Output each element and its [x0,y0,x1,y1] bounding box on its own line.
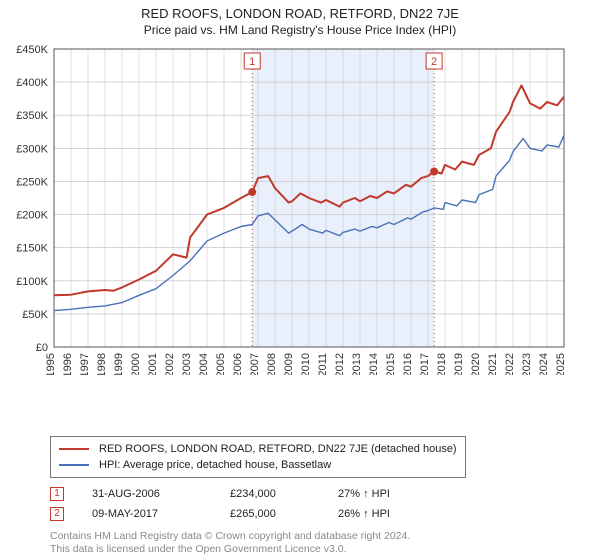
y-tick-label: £400K [16,77,48,89]
x-tick-label: 1995 [45,353,57,375]
x-tick-label: 2011 [317,353,329,375]
footer-line2: This data is licensed under the Open Gov… [50,543,590,556]
x-tick-label: 2008 [266,353,278,375]
sale-marker: 1 [50,487,64,501]
chart-area: £0 £50K £100K £150K £200K £250K £300K £350K £400… [10,45,590,428]
legend-label: HPI: Average price, detached house, Bass… [99,457,331,473]
y-tick-label: £450K [16,45,48,56]
x-tick-label: 2021 [487,353,499,375]
x-tick-label: 2013 [351,353,363,375]
x-tick-label: 2015 [385,353,397,375]
x-tick-label: 2020 [470,353,482,375]
x-tick-label: 2003 [181,353,193,375]
sale-diff: 26% ↑ HPI [338,504,448,524]
x-tick-label: 2006 [232,353,244,375]
x-tick-label: 2007 [249,353,261,375]
legend-swatch [59,448,89,450]
x-tick-label: 1997 [79,353,91,375]
y-tick-label: £50K [22,309,48,321]
legend-swatch [59,464,89,466]
x-tick-label: 2022 [504,353,516,375]
y-tick-label: £100K [16,276,48,288]
sales-row: 1 31-AUG-2006 £234,000 27% ↑ HPI [50,484,590,504]
y-tick-label: £150K [16,243,48,255]
x-tick-label: 2019 [453,353,465,375]
y-tick-label: £250K [16,176,48,188]
chart-title: RED ROOFS, LONDON ROAD, RETFORD, DN22 7J… [10,6,590,21]
marker-dot [430,168,438,176]
chart-subtitle: Price paid vs. HM Land Registry's House … [10,23,590,37]
legend-box: RED ROOFS, LONDON ROAD, RETFORD, DN22 7J… [50,436,466,478]
x-tick-label: 2023 [521,353,533,375]
sale-date: 31-AUG-2006 [92,484,202,504]
sales-row: 2 09-MAY-2017 £265,000 26% ↑ HPI [50,504,590,524]
sales-table: 1 31-AUG-2006 £234,000 27% ↑ HPI 2 09-MAY-201… [50,484,590,524]
x-tick-label: 2018 [436,353,448,375]
marker-label-text: 1 [249,56,255,68]
x-tick-label: 1998 [96,353,108,375]
sale-date: 09-MAY-2017 [92,504,202,524]
x-tick-label: 2009 [283,353,295,375]
footer-line1: Contains HM Land Registry data © Crown c… [50,530,590,543]
x-tick-label: 2014 [368,353,380,375]
y-tick-label: £350K [16,110,48,122]
sale-price: £234,000 [230,484,310,504]
y-tick-label: £200K [16,210,48,222]
marker-dot [248,188,256,196]
x-tick-label: 2005 [215,353,227,375]
x-tick-label: 1999 [113,353,125,375]
x-tick-label: 2012 [334,353,346,375]
x-tick-label: 2017 [419,353,431,375]
x-tick-label: 2001 [147,353,159,375]
sale-price: £265,000 [230,504,310,524]
x-tick-label: 2002 [164,353,176,375]
y-tick-label: £300K [16,143,48,155]
x-tick-label: 2010 [300,353,312,375]
legend-row: HPI: Average price, detached house, Bass… [59,457,457,473]
x-tick-label: 2025 [555,353,567,375]
y-tick-label: £0 [36,342,48,354]
legend-label: RED ROOFS, LONDON ROAD, RETFORD, DN22 7J… [99,441,457,457]
line-chart-svg: £0 £50K £100K £150K £200K £250K £300K £350K £400… [10,45,570,375]
sale-marker: 2 [50,507,64,521]
marker-label-text: 2 [431,56,437,68]
x-tick-label: 2000 [130,353,142,375]
sale-diff: 27% ↑ HPI [338,484,448,504]
x-tick-label: 1996 [62,353,74,375]
footer-attribution: Contains HM Land Registry data © Crown c… [50,530,590,556]
x-tick-label: 2016 [402,353,414,375]
x-tick-label: 2004 [198,353,210,375]
legend-row: RED ROOFS, LONDON ROAD, RETFORD, DN22 7J… [59,441,457,457]
x-tick-label: 2024 [538,353,550,375]
